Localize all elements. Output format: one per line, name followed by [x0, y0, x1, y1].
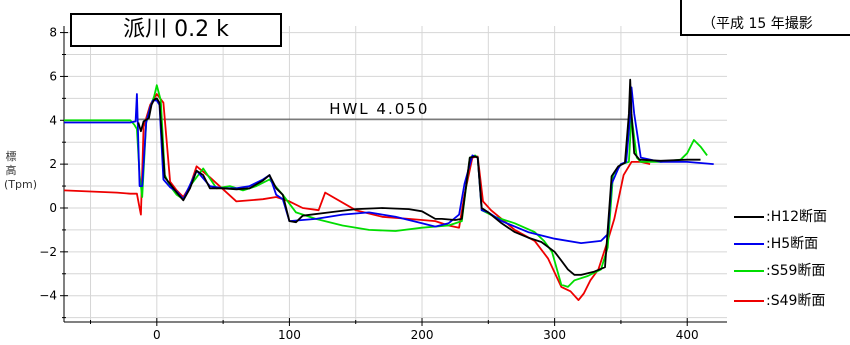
y-tick-label: 0: [49, 201, 57, 215]
series-line-1: [64, 86, 714, 245]
x-tick-label: 200: [411, 328, 434, 342]
legend-item-s59: :S59断面: [728, 261, 850, 281]
legend-item-h5: :H5断面: [728, 234, 850, 254]
y-tick-label: 2: [49, 157, 57, 171]
legend-swatch-h5: [734, 243, 764, 245]
hwl-label: HWL 4.050: [329, 100, 429, 118]
legend: :H12断面 :H5断面 :S59断面 :S49断面: [728, 194, 850, 315]
legend-item-h12: :H12断面: [728, 207, 850, 227]
y-tick-label: −4: [39, 289, 57, 303]
hwl-reference: HWL 4.050: [138, 100, 631, 120]
grid-lines: [64, 26, 727, 322]
photo-note: （平成 15 年撮影: [680, 0, 850, 36]
x-tick-label: 400: [676, 328, 699, 342]
axes: −4 −2 0 2 4 6 8 0 100 200 300 400: [39, 26, 727, 342]
legend-label-s59: :S59断面: [766, 263, 826, 279]
y-tick-label: 8: [49, 26, 57, 40]
x-tick-label: 100: [278, 328, 301, 342]
x-tick-label: 300: [543, 328, 566, 342]
series-line-3: [63, 93, 651, 302]
legend-swatch-s49: [734, 300, 764, 302]
legend-item-s49: :S49断面: [728, 291, 850, 311]
y-tick-label: 6: [49, 69, 57, 83]
legend-label-s49: :S49断面: [766, 293, 826, 309]
legend-label-h12: :H12断面: [766, 209, 828, 225]
y-tick-label: −2: [39, 245, 57, 259]
legend-label-h5: :H5断面: [766, 236, 819, 252]
legend-swatch-h12: [734, 216, 764, 218]
photo-note-text: （平成 15 年撮影: [702, 16, 813, 32]
series-lines: [63, 78, 714, 302]
chart-title: 派川 0.2 k: [70, 13, 282, 47]
legend-swatch-s59: [734, 270, 764, 272]
x-tick-label: 0: [153, 328, 161, 342]
series-line-0: [137, 78, 701, 276]
y-axis-label: 標 高 (Tpm): [4, 150, 37, 191]
y-tick-label: 4: [49, 113, 57, 127]
